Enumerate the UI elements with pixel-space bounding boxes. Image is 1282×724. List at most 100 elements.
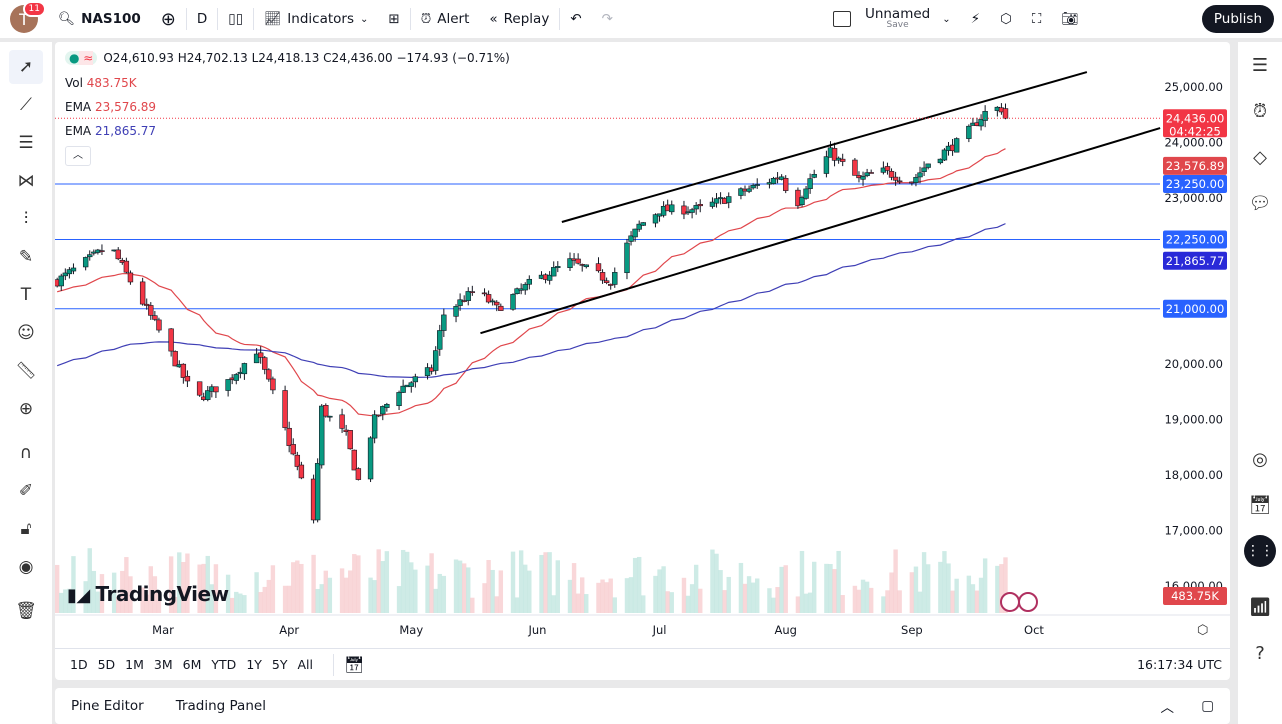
candle-body — [180, 363, 187, 378]
indicators-button[interactable]: 📈︎ Indicators ⌄ — [264, 11, 369, 27]
volume-bar — [722, 590, 727, 613]
screenshot-button[interactable]: 📷︎ — [1051, 0, 1088, 38]
text-tool[interactable]: T — [20, 285, 32, 305]
trading-panel-tab[interactable]: Trading Panel — [175, 698, 266, 714]
hline-label — [1163, 175, 1227, 194]
range-ytd[interactable]: YTD — [211, 656, 237, 672]
redo-button[interactable]: ↷ — [592, 0, 623, 38]
range-5d[interactable]: 5D — [97, 656, 116, 672]
ema-line-slow — [56, 223, 1006, 378]
emoji-icon[interactable]: ☺ — [17, 323, 35, 343]
candle-body — [351, 449, 357, 471]
volume-bar — [173, 596, 178, 613]
cursor-tool[interactable]: ➚ — [9, 50, 43, 84]
price-chart[interactable]: 25,000.00 24,000.00 23,000.00 20,000.00 19,0… — [55, 42, 1230, 642]
alarm-clock-icon[interactable]: ⏰︎ — [1252, 100, 1268, 122]
pine-editor-tab[interactable]: Pine Editor — [71, 698, 144, 714]
apps-grid-icon[interactable]: ⋮⋮ — [1238, 528, 1282, 574]
candle-body — [205, 390, 211, 400]
candle-body — [888, 171, 895, 178]
quick-search-button[interactable]: ⚡︎ — [961, 0, 990, 38]
candle-body — [839, 158, 846, 162]
price-tick: 23,000.00 — [1164, 191, 1223, 205]
alert-button[interactable]: ⏰︎ Alert — [420, 11, 470, 27]
lock-pencil-icon[interactable]: ✐ — [18, 481, 34, 501]
volume-legend[interactable]: Vol 483.75K — [65, 76, 137, 90]
candle-body — [799, 197, 805, 206]
volume-bar — [600, 579, 605, 613]
volume-bar — [742, 583, 748, 613]
volume-bar — [95, 591, 101, 613]
clock-timezone[interactable]: 16:17:34 UTC — [1137, 657, 1222, 672]
candle-body — [58, 275, 64, 287]
chart-type-button[interactable]: ▯▯ — [218, 0, 253, 38]
volume-bar — [738, 562, 744, 613]
settings-button[interactable]: ⬡ — [990, 0, 1022, 38]
notification-badge: 11 — [22, 1, 46, 17]
range-5y[interactable]: 5Y — [271, 656, 288, 672]
range-1d[interactable]: 1D — [70, 656, 88, 672]
volume-bar — [425, 565, 430, 613]
volume-bar — [87, 548, 92, 613]
layout-button[interactable]: Unnamed Save ⌄ — [823, 0, 961, 38]
ruler-icon[interactable]: 📏︎ — [15, 361, 37, 381]
candle-body — [225, 379, 231, 391]
chevron-up-icon[interactable]: ︿ — [1160, 700, 1175, 716]
volume-bar — [893, 549, 898, 613]
candle-body — [913, 177, 919, 183]
ema-legend-2[interactable]: EMA 21,865.77 — [65, 124, 157, 138]
ema-slow-label — [1163, 251, 1227, 270]
collapse-legend-button[interactable]: ︿ — [65, 146, 91, 166]
templates-button[interactable]: ⊞ — [378, 0, 409, 38]
candle-body — [371, 414, 378, 439]
volume-bar — [498, 570, 504, 613]
compare-symbol-button[interactable]: ⊕ — [151, 0, 186, 38]
trash-icon[interactable]: 🗑︎ — [15, 601, 37, 621]
fullscreen-button[interactable]: ⛶ — [1022, 0, 1051, 38]
magnet-icon[interactable]: ∩ — [19, 443, 33, 463]
user-avatar[interactable]: T 11 — [10, 1, 46, 33]
goto-date-icon[interactable]: 📅︎ — [344, 655, 365, 674]
candle-body — [599, 272, 606, 281]
interval-button[interactable]: D — [196, 11, 208, 27]
symbol-search-button[interactable]: 🔍︎ NAS100 — [58, 11, 141, 27]
eye-icon[interactable]: ◉ — [18, 557, 34, 577]
replay-button[interactable]: «Replay — [489, 11, 550, 27]
trendline-tool[interactable]: ⟋ — [20, 95, 32, 115]
signal-icon[interactable]: 📶︎ — [1248, 596, 1272, 618]
calendar-icon[interactable]: 📅︎ — [1248, 494, 1272, 516]
range-all[interactable]: All — [297, 656, 314, 672]
undo-button[interactable]: ↶ — [560, 0, 591, 38]
volume-bar — [799, 550, 805, 613]
range-6m[interactable]: 6M — [182, 656, 202, 672]
pattern-tool[interactable]: ⋈ — [17, 171, 35, 191]
range-1y[interactable]: 1Y — [246, 656, 262, 672]
volume-bar — [205, 555, 210, 613]
brush-tool[interactable]: ✎ — [18, 247, 34, 267]
zoom-in-icon[interactable]: ⊕ — [18, 399, 34, 419]
time-tick: Jul — [652, 623, 667, 637]
volume-bar — [755, 578, 760, 613]
volume-bar — [897, 590, 902, 613]
forecast-tool[interactable]: ⫶ — [23, 209, 29, 229]
ema-legend-1[interactable]: EMA 23,576.89 — [65, 100, 157, 114]
range-1m[interactable]: 1M — [125, 656, 144, 672]
chat-icon[interactable]: 💬︎ — [1248, 192, 1272, 214]
volume-bar — [181, 562, 186, 613]
volume-bar — [185, 553, 190, 613]
help-icon[interactable]: ? — [1255, 642, 1265, 664]
watchlist-icon[interactable]: ☰ — [1251, 54, 1269, 76]
volume-bar — [209, 584, 215, 613]
lock-icon[interactable]: 🔓︎ — [20, 519, 32, 539]
layers-icon[interactable]: ◇ — [1253, 146, 1267, 168]
volume-bar — [946, 563, 951, 613]
volume-bar — [457, 560, 463, 613]
publish-button[interactable]: Publish — [1201, 5, 1274, 33]
candle-body — [465, 291, 471, 301]
maximize-panel-icon[interactable]: ▢ — [1201, 698, 1214, 714]
volume-bar — [523, 564, 528, 613]
target-icon[interactable]: ◎ — [1252, 448, 1268, 470]
range-3m[interactable]: 3M — [153, 656, 173, 672]
fib-tool[interactable]: ☰ — [18, 133, 34, 153]
time-tick: Sep — [901, 623, 923, 637]
